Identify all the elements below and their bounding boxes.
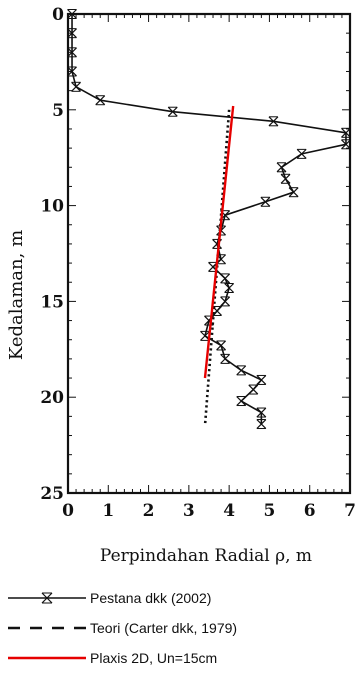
- marker-stroke: [95, 95, 106, 106]
- data-point-marker: [224, 282, 235, 293]
- marker-stroke: [236, 396, 247, 406]
- data-point-marker: [216, 340, 227, 351]
- marker-stroke: [256, 419, 267, 429]
- marker-stroke: [341, 127, 351, 138]
- marker-stroke: [256, 375, 267, 385]
- marker-stroke: [67, 9, 77, 19]
- marker-stroke: [256, 407, 267, 418]
- data-point-marker: [276, 162, 287, 173]
- marker-stroke: [236, 365, 247, 376]
- data-point-marker: [256, 407, 267, 418]
- data-point-marker: [260, 196, 271, 207]
- x-tick-label: 0: [62, 501, 74, 521]
- marker-stroke: [248, 384, 259, 395]
- data-point-marker: [268, 116, 279, 127]
- plot-frame: [66, 12, 352, 495]
- x-tick-label: 7: [344, 501, 356, 521]
- data-point-marker: [296, 148, 307, 159]
- data-point-marker: [67, 28, 77, 39]
- y-tick-label: 20: [40, 388, 64, 408]
- data-point-marker: [341, 127, 351, 138]
- data-point-marker: [280, 173, 291, 184]
- y-tick-label: 15: [40, 292, 64, 312]
- data-point-marker: [236, 365, 247, 376]
- chart-series: [67, 9, 351, 430]
- marker-stroke: [296, 148, 307, 159]
- data-point-marker: [67, 47, 77, 58]
- x-tick-label: 2: [143, 501, 155, 521]
- x-tick-label: 4: [223, 501, 235, 521]
- y-tick-label: 10: [40, 197, 64, 217]
- x-tick-label: 5: [264, 501, 276, 521]
- series-line-3: [203, 105, 235, 379]
- series-line-1: [71, 14, 347, 425]
- data-point-marker: [341, 139, 351, 150]
- marker-stroke: [67, 28, 77, 39]
- marker-stroke: [224, 283, 235, 293]
- marker-stroke: [341, 139, 351, 150]
- y-tick-label: 5: [52, 101, 64, 121]
- series-line-2: [203, 109, 231, 427]
- x-axis-title: Perpindahan Radial ρ, m: [100, 546, 312, 566]
- x-tick-label: 1: [102, 501, 114, 521]
- data-point-marker: [220, 296, 231, 307]
- chart-axes: 0 1 2 3 4 5 6 7 0 5 10 15 20 25: [40, 5, 356, 521]
- data-point-marker: [220, 273, 231, 284]
- marker-stroke: [67, 66, 77, 77]
- x-tick-label: 6: [304, 501, 316, 521]
- data-point-marker: [67, 9, 77, 19]
- data-point-marker: [256, 419, 267, 430]
- marker-stroke: [276, 162, 287, 173]
- marker-stroke: [167, 106, 178, 117]
- data-point-marker: [220, 353, 231, 364]
- y-tick-label: 25: [40, 484, 64, 504]
- marker-stroke: [67, 47, 77, 58]
- data-point-marker: [236, 396, 247, 407]
- marker-stroke: [220, 353, 231, 364]
- y-tick-label: 0: [52, 5, 64, 25]
- marker-stroke: [268, 116, 279, 127]
- data-point-marker: [167, 106, 178, 117]
- marker-stroke: [216, 340, 227, 351]
- marker-stroke: [280, 173, 291, 184]
- x-tick-label: 3: [183, 501, 195, 521]
- data-point-marker: [67, 66, 77, 77]
- data-point-marker: [248, 384, 259, 395]
- marker-stroke: [260, 196, 271, 207]
- marker-stroke: [288, 187, 299, 198]
- marker-stroke: [71, 81, 81, 92]
- marker-stroke: [220, 273, 231, 284]
- data-point-marker: [71, 81, 81, 92]
- data-point-marker: [288, 187, 299, 198]
- marker-stroke: [220, 296, 231, 307]
- data-point-marker: [95, 95, 106, 106]
- data-point-marker: [256, 374, 267, 385]
- y-axis-title: Kedalaman, m: [6, 230, 27, 360]
- marker-stroke: [200, 330, 210, 341]
